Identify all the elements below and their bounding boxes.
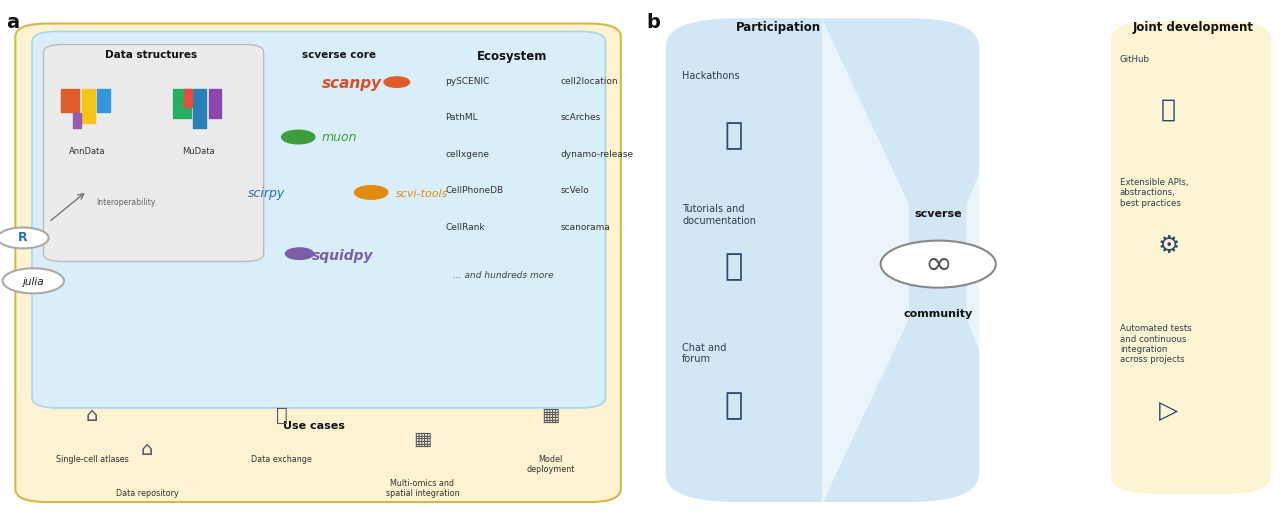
Text: scverse: scverse: [914, 209, 963, 220]
Text: scArches: scArches: [561, 113, 600, 122]
Text: Data exchange: Data exchange: [251, 455, 312, 464]
Circle shape: [3, 268, 64, 293]
Circle shape: [384, 77, 410, 87]
Circle shape: [355, 186, 388, 199]
Text: MuData: MuData: [182, 147, 215, 156]
Text: muon: muon: [321, 131, 357, 143]
Polygon shape: [966, 18, 1043, 505]
Text: R: R: [18, 232, 28, 244]
Text: 🌳: 🌳: [724, 121, 742, 151]
Text: ⌂: ⌂: [86, 406, 99, 425]
Text: Interoperability: Interoperability: [96, 198, 155, 208]
Text: Single-cell atlases: Single-cell atlases: [56, 455, 128, 464]
Circle shape: [285, 248, 314, 259]
Text: Ecosystem: Ecosystem: [477, 50, 547, 63]
FancyBboxPatch shape: [15, 24, 621, 502]
Text: PathML: PathML: [445, 113, 477, 122]
Text: Joint development: Joint development: [1133, 21, 1253, 34]
Text: ▦: ▦: [541, 406, 559, 425]
Bar: [173, 89, 191, 118]
Text: Data repository: Data repository: [115, 489, 179, 498]
Text: 📚: 📚: [724, 252, 742, 281]
Polygon shape: [822, 18, 909, 505]
Text: Automated tests
and continuous
integration
across projects: Automated tests and continuous integrati…: [1120, 324, 1192, 365]
Text: Participation: Participation: [736, 21, 820, 34]
Text: scanorama: scanorama: [561, 223, 611, 232]
Text: scVelo: scVelo: [561, 186, 589, 196]
Text: scirpy: scirpy: [247, 187, 285, 200]
Text: Multi-omics and
spatial integration: Multi-omics and spatial integration: [385, 479, 460, 498]
Text: GitHub: GitHub: [1120, 55, 1149, 64]
Text: community: community: [904, 309, 973, 319]
Text: scvi-tools: scvi-tools: [397, 188, 448, 199]
Text: pySCENIC: pySCENIC: [445, 76, 490, 86]
Text: CellRank: CellRank: [445, 223, 485, 232]
Text: Data structures: Data structures: [105, 50, 197, 60]
FancyBboxPatch shape: [32, 31, 605, 408]
FancyBboxPatch shape: [1111, 21, 1271, 494]
FancyBboxPatch shape: [44, 44, 264, 262]
Text: Use cases: Use cases: [283, 421, 344, 431]
Circle shape: [0, 228, 49, 248]
Bar: [97, 89, 110, 112]
Text: Model
deployment: Model deployment: [526, 455, 575, 474]
Text: julia: julia: [23, 277, 44, 288]
Text: cellxgene: cellxgene: [445, 150, 489, 159]
Text: ... and hundreds more: ... and hundreds more: [453, 270, 553, 280]
Text: ⌂: ⌂: [141, 440, 154, 459]
Text: ⭕: ⭕: [1161, 98, 1176, 122]
Bar: [209, 89, 221, 118]
Text: b: b: [646, 13, 660, 32]
Text: cell2location: cell2location: [561, 76, 618, 86]
Text: Extensible APIs,
abstractions,
best practices: Extensible APIs, abstractions, best prac…: [1120, 178, 1188, 208]
Text: Hackathons: Hackathons: [682, 71, 740, 81]
Text: a: a: [6, 13, 19, 32]
Bar: [193, 89, 206, 128]
Text: Chat and
forum: Chat and forum: [682, 343, 727, 364]
Bar: [61, 89, 79, 112]
Text: scverse core: scverse core: [302, 50, 376, 60]
Bar: [82, 89, 95, 123]
Text: AnnData: AnnData: [69, 147, 105, 156]
Bar: [73, 113, 81, 128]
Text: ▦: ▦: [413, 430, 431, 449]
Circle shape: [881, 241, 996, 288]
Text: ▷: ▷: [1158, 399, 1179, 423]
Bar: [184, 89, 192, 107]
Text: ∞: ∞: [924, 247, 952, 281]
Text: ⚙: ⚙: [1157, 234, 1180, 258]
Text: Tutorials and
documentation: Tutorials and documentation: [682, 204, 756, 225]
Text: scanpy: scanpy: [323, 76, 381, 91]
Text: dynamo-release: dynamo-release: [561, 150, 634, 159]
Circle shape: [282, 130, 315, 144]
Text: squidpy: squidpy: [312, 249, 374, 263]
Text: 💬: 💬: [724, 391, 742, 420]
Text: CellPhoneDB: CellPhoneDB: [445, 186, 503, 196]
Text: 👥: 👥: [275, 406, 288, 425]
FancyBboxPatch shape: [666, 18, 979, 502]
